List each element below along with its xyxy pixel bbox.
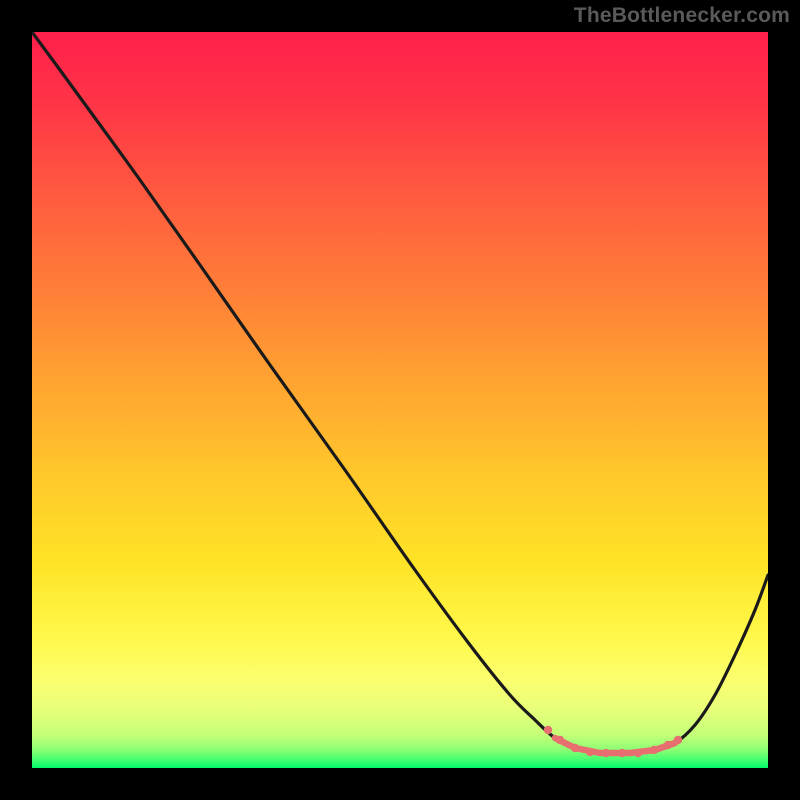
bottleneck-curve xyxy=(32,32,768,754)
optimal-range-markers xyxy=(544,726,682,757)
marker-dot xyxy=(586,748,594,756)
marker-dot xyxy=(650,746,658,754)
chart-canvas: TheBottlenecker.com xyxy=(0,0,800,800)
watermark-text: TheBottlenecker.com xyxy=(574,4,790,28)
marker-dot xyxy=(556,736,564,744)
curve-overlay xyxy=(32,32,768,768)
marker-dot xyxy=(634,749,642,757)
marker-dot xyxy=(544,726,552,734)
marker-dot xyxy=(602,749,610,757)
marker-dot xyxy=(618,749,626,757)
marker-dot xyxy=(664,741,672,749)
plot-area xyxy=(32,32,768,768)
marker-dot xyxy=(571,744,579,752)
marker-dot xyxy=(674,736,682,744)
